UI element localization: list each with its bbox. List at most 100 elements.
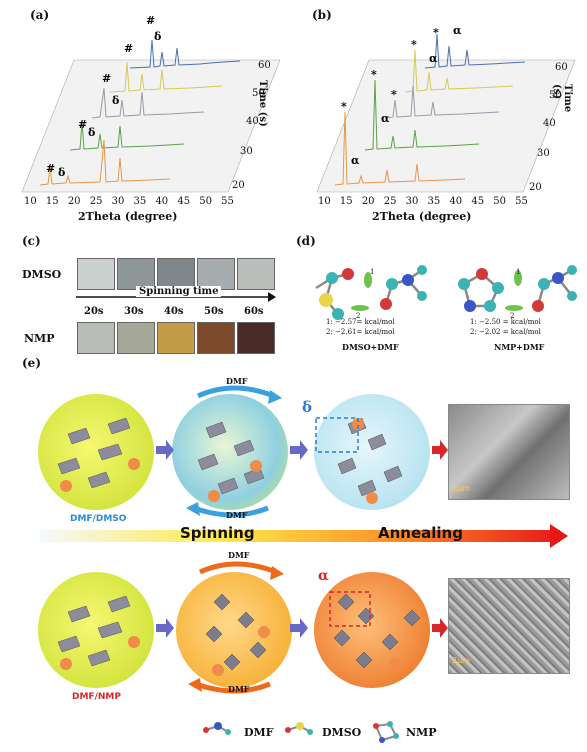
spinning-time-arrow: [76, 292, 276, 302]
trace-b-40: [386, 85, 500, 119]
panel-b-label: (b): [312, 8, 332, 22]
panel-b-time-60: 60: [555, 62, 568, 73]
marker-b-star-60: *: [433, 26, 439, 39]
delta-label: δ: [302, 398, 313, 416]
marker-a-hash-20: #: [46, 162, 55, 175]
crystal-decorations-bottom: [57, 591, 421, 676]
trace-b-50: [404, 49, 514, 93]
panel-a-ylabel: Time (s): [257, 80, 268, 127]
alpha-highlight-box: [329, 591, 371, 627]
energy-left-1: 1: −2.57= kcal/mol: [326, 318, 395, 326]
legend-nmp: NMP: [406, 726, 437, 739]
time-40s: 40s: [164, 306, 184, 317]
panel-b-time-30: 30: [537, 148, 550, 159]
panel-d-molecular-structures: [315, 265, 577, 320]
nmp-nitrogen-atom: [464, 300, 476, 312]
dmf-label-top: DMF: [226, 376, 248, 386]
caption-nmp-dmf: NMP+DMF: [494, 342, 545, 352]
panel-a-time-60: 60: [258, 60, 271, 71]
crystal-decorations-top: [57, 417, 403, 504]
sem-image-dmso: [448, 404, 570, 500]
panel-a-label: (a): [30, 8, 50, 22]
system-label-dmso: DMF/DMSO: [70, 514, 127, 524]
panel-a-xticks: 10 15 20 25 30 35 40 45 50 55: [24, 196, 234, 207]
interaction-site-2-right: [505, 305, 523, 311]
marker-a-hash-30: #: [78, 118, 87, 131]
dmf-evaporation-arrows-top: [186, 385, 282, 518]
panel-a-xlabel: 2Theta (degree): [78, 210, 178, 223]
nmp-stage2-circle: [176, 572, 292, 688]
panel-b-time-40: 40: [543, 118, 556, 129]
dmf-label-bottom-upper: DMF: [228, 550, 250, 560]
annealing-label: Annealing: [378, 524, 463, 542]
marker-a-hash-60: #: [146, 14, 155, 27]
panel-e-label: (e): [22, 356, 41, 370]
marker-a-delta-30: δ: [88, 126, 95, 139]
dmso-sulfur-atom: [319, 293, 333, 307]
time-50s: 50s: [204, 306, 224, 317]
panel-c-label: (c): [22, 234, 41, 248]
marker-b-star-30: *: [371, 68, 377, 81]
site-1-left: 1: [370, 268, 375, 276]
dmso-oxygen-atom: [342, 268, 354, 280]
nmp-stage1-circle: [38, 572, 154, 688]
stage-arrows-bottom: [156, 618, 448, 638]
process-arrow-head: [550, 524, 568, 548]
film-dmso-20s: [77, 258, 115, 290]
film-nmp-30s: [117, 322, 155, 354]
trace-a-40: [91, 87, 205, 119]
trace-b-20: [334, 111, 466, 186]
marker-b-star-20: *: [341, 100, 347, 113]
caption-dmso-dmf: DMSO+DMF: [342, 342, 399, 352]
process-gradient-bar: [40, 530, 560, 542]
energy-right-1: 1: −2.50 = kcal/mol: [470, 318, 541, 326]
panel-d-label: (d): [296, 234, 316, 248]
row-label-nmp: NMP: [24, 332, 55, 345]
panel-a-time-20: 20: [232, 180, 245, 191]
delta-highlight-box: [315, 417, 359, 453]
time-60s: 60s: [244, 306, 264, 317]
nmp-oxygen-atom: [476, 268, 488, 280]
dmf-label-top-lower: DMF: [226, 510, 248, 520]
scale-bar-top: 2μm: [452, 484, 470, 493]
energy-right-2: 2: −2.02 = kcal/mol: [470, 328, 541, 336]
row-label-dmso: DMSO: [22, 268, 62, 281]
panel-a-time-50: 50: [252, 88, 265, 99]
trace-a-30: [69, 121, 185, 151]
spinning-label: Spinning: [180, 524, 255, 542]
panel-b-time-20: 20: [529, 182, 542, 193]
marker-a-hash-50: #: [124, 42, 133, 55]
film-dmso-60s: [237, 258, 275, 290]
spinning-time-label: Spinning time: [136, 286, 222, 297]
scale-bar-bottom: 2μm: [452, 656, 470, 665]
film-nmp-60s: [237, 322, 275, 354]
panel-a-time-40: 40: [246, 116, 259, 127]
panel-b-xlabel: 2Theta (degree): [372, 210, 472, 223]
marker-b-alpha-30: α: [381, 112, 390, 125]
interaction-site-2-left: [351, 305, 369, 311]
panel-b-xticks: 10 15 20 25 30 35 40 45 50 55: [318, 196, 528, 207]
trace-a-20: [39, 139, 171, 186]
trace-a-50: [109, 61, 223, 93]
trace-a-60: [129, 39, 241, 69]
dmso-stage1-circle: [38, 394, 154, 510]
dmf-evaporation-arrows-bottom: [188, 561, 284, 694]
system-label-nmp: DMF/NMP: [72, 692, 121, 702]
marker-a-hash-40: #: [102, 72, 111, 85]
trace-b-60: [424, 33, 526, 69]
marker-a-delta-60: δ: [154, 30, 161, 43]
dmso-carbon-atom: [326, 272, 338, 284]
film-dmso-40s: [157, 258, 195, 290]
film-nmp-40s: [157, 322, 195, 354]
energy-left-2: 2: −2.61= kcal/mol: [326, 328, 395, 336]
time-20s: 20s: [84, 306, 104, 317]
panel-a-xrd-chart: # # # # # δ δ δ δ: [21, 14, 281, 193]
stage-arrows-top: [156, 440, 448, 460]
film-nmp-50s: [197, 322, 235, 354]
film-nmp-20s: [77, 322, 115, 354]
marker-a-delta-20: δ: [58, 166, 65, 179]
molecule-legend-icons: [203, 721, 399, 743]
dmf-label-bottom-lower: DMF: [228, 684, 250, 694]
alpha-label: α: [318, 568, 329, 584]
legend-dmso: DMSO: [322, 726, 362, 739]
